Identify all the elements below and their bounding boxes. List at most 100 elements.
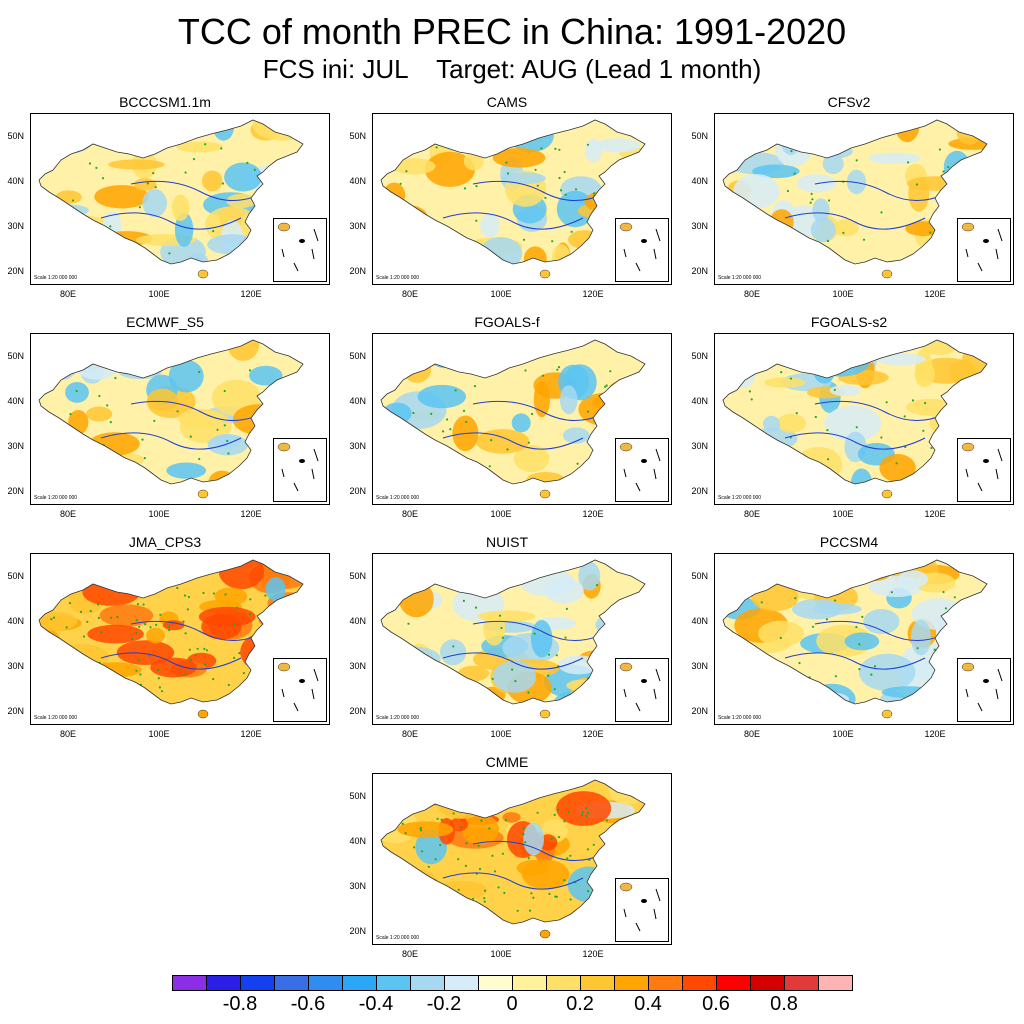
x-tick-label: 100E [490,289,512,299]
y-tick-label: 40N [7,396,24,406]
map-frame: Scale 1:20 000 000 [714,553,1014,725]
figure-title: TCC of month PREC in China: 1991-2020 [177,11,847,52]
china-correlation-map [38,119,304,279]
map-frame: Scale 1:20 000 000 [30,333,330,505]
panel-title: ECMWF_S5 [126,314,204,330]
colorbar-cell [784,975,819,991]
y-tick-label: 50N [691,131,708,141]
x-tick-label: 80E [59,509,76,519]
colorbar-cell [614,975,649,991]
y-tick-label: 30N [691,441,708,451]
y-tick-label: 40N [349,836,366,846]
colorbar-cell [410,975,445,991]
panel-title: BCCCSM1.1m [119,94,211,110]
x-tick-label: 120E [582,729,604,739]
scale-label: Scale 1:20 000 000 [34,715,78,721]
x-tick-label: 80E [59,729,76,739]
scale-label: Scale 1:20 000 000 [718,275,762,281]
scale-label: Scale 1:20 000 000 [34,275,78,281]
x-tick-label: 80E [743,729,760,739]
y-tick-label: 40N [7,616,24,626]
scale-label: Scale 1:20 000 000 [376,935,420,941]
colorbar-cell [308,975,343,991]
south-china-sea-inset [273,658,327,722]
scale-label: Scale 1:20 000 000 [34,495,78,501]
china-correlation-map [380,339,646,499]
y-tick-label: 20N [7,486,24,496]
panel-title: JMA_CPS3 [128,534,202,550]
south-china-sea-inset [957,438,1011,502]
panel-title: CFSv2 [827,94,871,110]
colorbar-cell [580,975,615,991]
colorbar-cell [546,975,581,991]
x-tick-label: 80E [743,509,760,519]
x-tick-label: 120E [924,729,946,739]
china-correlation-map [380,779,646,939]
colorbar-cell [648,975,683,991]
colorbar-cell [240,975,275,991]
map-panel: NUIST Scale 1:20 000 000 50N 40N 30N 20N 80E 10… [342,533,672,748]
map-panel: ECMWF_S5 Scale 1:20 000 000 50N 40N 30N 20N 80… [0,313,330,528]
south-china-sea-inset [615,438,669,502]
map-frame: Scale 1:20 000 000 [372,333,672,505]
figure-subtitle: FCS ini: JUL Target: AUG (Lead 1 month) [262,54,762,84]
y-tick-label: 50N [349,791,366,801]
x-tick-label: 120E [924,509,946,519]
panel-title: CMME [485,754,529,770]
x-tick-label: 120E [924,289,946,299]
x-tick-label: 120E [582,509,604,519]
colorbar-cell [376,975,411,991]
south-china-sea-inset [957,218,1011,282]
y-tick-label: 50N [349,131,366,141]
y-tick-label: 50N [7,351,24,361]
colorbar-cell [274,975,309,991]
y-tick-label: 30N [7,661,24,671]
x-tick-label: 80E [59,289,76,299]
y-tick-label: 20N [691,486,708,496]
scale-label: Scale 1:20 000 000 [376,275,420,281]
map-frame: Scale 1:20 000 000 [30,113,330,285]
colorbar-cell [818,975,853,991]
x-tick-label: 80E [401,729,418,739]
colorbar-tick-label: 0.6 [702,993,730,1015]
x-tick-label: 100E [490,949,512,959]
x-tick-label: 100E [148,729,170,739]
map-panel: BCCCSM1.1m Scale 1:20 000 000 50N 40N 30N 20N… [0,93,330,308]
y-tick-label: 50N [349,571,366,581]
y-tick-label: 30N [349,881,366,891]
x-tick-label: 100E [148,509,170,519]
x-tick-label: 100E [832,509,854,519]
china-correlation-map [38,559,304,719]
panel-title: PCCSM4 [819,534,879,550]
colorbar-tick-label: 0.2 [566,993,594,1015]
x-tick-label: 120E [240,509,262,519]
x-tick-label: 120E [582,949,604,959]
y-tick-label: 50N [691,351,708,361]
y-tick-label: 20N [349,266,366,276]
y-tick-label: 50N [691,571,708,581]
colorbar-tick-label: -0.2 [426,993,462,1015]
y-tick-label: 20N [7,266,24,276]
colorbar-tick-label: 0.8 [770,993,798,1015]
x-tick-label: 100E [148,289,170,299]
panel-title: FGOALS-s2 [810,314,888,330]
panel-title: CAMS [486,94,528,110]
colorbar-cell [682,975,717,991]
south-china-sea-inset [615,218,669,282]
map-panel: JMA_CPS3 Scale 1:20 000 000 50N 40N 30N 20N 80… [0,533,330,748]
china-correlation-map [722,559,988,719]
colorbar-tick-label: -0.4 [358,993,394,1015]
y-tick-label: 20N [349,486,366,496]
colorbar-cell [750,975,785,991]
y-tick-label: 40N [349,396,366,406]
y-tick-label: 20N [349,706,366,716]
colorbar-cell [206,975,241,991]
y-tick-label: 30N [691,221,708,231]
y-tick-label: 40N [349,616,366,626]
china-correlation-map [38,339,304,499]
map-panel: CMME Scale 1:20 000 000 50N 40N 30N 20N 80E 100… [342,753,672,968]
x-tick-label: 80E [743,289,760,299]
y-tick-label: 20N [691,706,708,716]
map-frame: Scale 1:20 000 000 [30,553,330,725]
y-tick-label: 30N [7,441,24,451]
